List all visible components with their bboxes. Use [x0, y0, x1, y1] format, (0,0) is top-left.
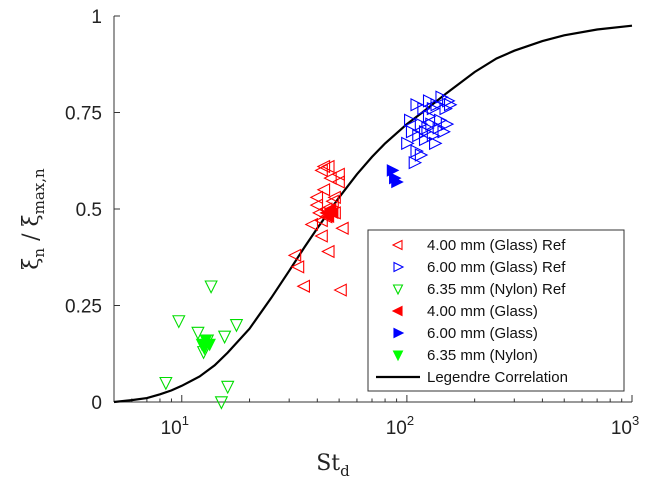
data-point	[316, 159, 331, 174]
data-point	[309, 190, 324, 205]
data-point	[204, 280, 218, 294]
data-point	[412, 128, 426, 143]
data-point	[214, 396, 229, 410]
data-point	[410, 144, 424, 158]
data-point	[296, 279, 310, 293]
data-point	[333, 283, 347, 297]
data-point	[425, 117, 439, 131]
data-point	[440, 117, 455, 131]
data-point	[314, 163, 328, 178]
data-point	[304, 217, 319, 232]
data-point	[220, 380, 235, 395]
series-4	[386, 164, 404, 189]
data-point	[327, 190, 341, 205]
legend-entry-label: Legendre Correlation	[427, 369, 568, 386]
legend-symbol	[391, 305, 403, 317]
data-point	[159, 376, 173, 391]
series-1	[401, 90, 458, 170]
data-point	[287, 248, 302, 263]
data-point	[290, 260, 305, 274]
data-point	[442, 94, 456, 108]
legend-entry-label: 6.35 mm (Nylon)	[427, 347, 538, 364]
data-point	[198, 342, 211, 356]
y-tick-label: 1	[91, 7, 102, 28]
data-point	[191, 326, 205, 341]
data-point	[331, 167, 345, 181]
y-axis-label-b-sub: max,n	[30, 168, 48, 214]
x-axis-label: Std	[316, 451, 350, 480]
y-axis-label-slash: /	[19, 226, 44, 247]
y-axis-label-b: ξ	[19, 214, 44, 226]
legend-entry-label: 6.00 mm (Glass)	[427, 325, 538, 342]
data-point	[410, 98, 424, 112]
legend-entry-label: 4.00 mm (Glass) Ref	[427, 237, 566, 254]
legend-symbol	[393, 327, 405, 339]
data-point	[443, 98, 458, 112]
series-5	[195, 334, 216, 356]
legend: 4.00 mm (Glass) Ref 6.00 mm (Glass) Ref 6.…	[367, 229, 625, 392]
data-point	[404, 113, 418, 127]
x-axis-label-main: St	[316, 451, 340, 476]
y-tick-label: 0.75	[65, 104, 102, 125]
x-tick-label: 101	[161, 413, 189, 439]
legend-entry-label: 6.00 mm (Glass) Ref	[427, 259, 566, 276]
data-point	[401, 136, 415, 151]
x-tick-label-base: 10	[386, 418, 407, 439]
y-axis-label: ξn / ξmax,n	[19, 168, 48, 270]
series-2	[159, 280, 244, 410]
x-tick-label: 102	[386, 413, 414, 439]
data-point	[435, 90, 449, 104]
y-axis-label-a: ξ	[19, 258, 44, 270]
x-tick-label-exp: 1	[182, 413, 189, 428]
data-point	[217, 330, 232, 345]
y-tick-label: 0.5	[76, 200, 102, 221]
legend-entry-label: 6.35 mm (Nylon) Ref	[427, 281, 566, 298]
series-layer	[113, 24, 633, 410]
data-point	[172, 315, 186, 329]
legend-symbol	[392, 284, 404, 296]
x-tick-label-base: 10	[611, 418, 632, 439]
data-point	[335, 221, 349, 236]
x-tick-label-exp: 3	[632, 413, 639, 428]
data-point	[321, 159, 335, 174]
data-point	[432, 121, 447, 135]
data-point	[391, 175, 404, 189]
data-point	[426, 101, 441, 116]
data-point	[229, 319, 244, 333]
legend-box	[367, 229, 625, 392]
y-tick-label: 0	[91, 393, 102, 414]
data-point	[321, 244, 335, 259]
data-point	[414, 148, 429, 162]
x-tick-label: 103	[611, 413, 639, 439]
data-point	[316, 182, 331, 197]
y-axis-label-a-sub: n	[30, 248, 48, 258]
x-tick-label-exp: 2	[407, 413, 414, 428]
data-point	[314, 229, 328, 243]
legend-symbol	[391, 239, 403, 251]
data-point	[323, 171, 337, 185]
data-point	[429, 136, 443, 151]
data-point	[434, 113, 448, 127]
legend-symbol	[392, 350, 404, 362]
legend-symbol	[393, 261, 405, 273]
data-point	[325, 194, 339, 209]
x-axis-label-sub: d	[340, 462, 350, 480]
legend-entry-label: 4.00 mm (Glass)	[427, 303, 538, 320]
series-3	[319, 202, 339, 224]
y-tick-label: 0.25	[65, 297, 102, 318]
data-point	[331, 175, 345, 189]
data-point	[325, 206, 339, 220]
x-tick-label-base: 10	[161, 418, 182, 439]
data-point	[309, 198, 324, 212]
data-point	[418, 132, 433, 147]
